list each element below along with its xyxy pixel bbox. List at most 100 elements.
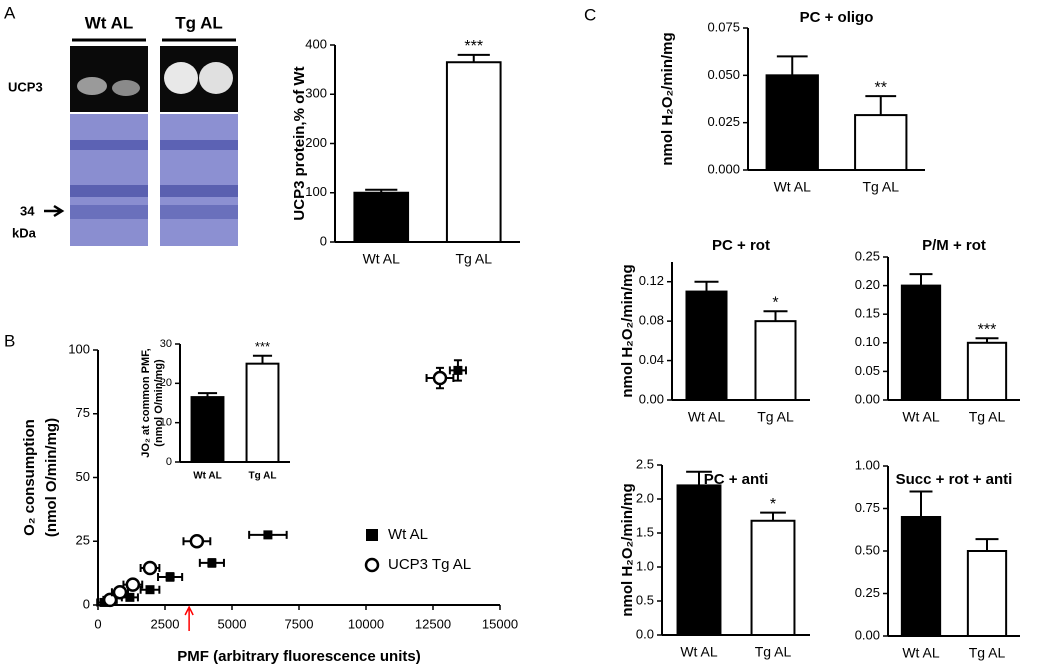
bar: [765, 74, 819, 171]
y-tick-label: 0.5: [636, 592, 654, 607]
x-tick-label: Wt AL: [688, 409, 726, 425]
point: [453, 365, 463, 375]
y-tick-label: 0.04: [639, 352, 664, 367]
point: [102, 592, 118, 608]
x-tick-label: 0: [94, 616, 101, 631]
blot-band: [77, 77, 107, 95]
blot-stain-band: [70, 140, 148, 150]
y-tick-label: 0.050: [707, 67, 740, 82]
y-tick-label: 0.50: [855, 542, 880, 557]
y-tick-label: 1.00: [855, 457, 880, 472]
blot-band: [164, 62, 198, 94]
y-tick-label: 0.000: [707, 161, 740, 176]
x-axis-label: PMF (arbitrary fluorescence units): [177, 648, 420, 665]
x-tick-label: Tg AL: [755, 644, 792, 660]
y-axis-label: UCP3 protein,% of Wt: [291, 66, 308, 220]
bar: [900, 516, 942, 637]
y-tick-label: 25: [76, 533, 90, 548]
y-axis-label: nmol H₂O₂/min/mg: [659, 32, 676, 165]
significance-label: *: [770, 496, 776, 513]
x-tick-label: 2500: [151, 616, 180, 631]
y-tick-label: 200: [305, 135, 327, 150]
bar: [900, 284, 942, 402]
point: [432, 370, 448, 386]
blot-stain-band: [70, 205, 148, 219]
x-tick-label: Tg AL: [455, 251, 492, 267]
bar: [190, 396, 225, 464]
bar: [353, 191, 410, 243]
y-tick-label: 0.20: [855, 277, 880, 292]
y-axis-label: nmol H₂O₂/min/mg: [619, 264, 636, 397]
bar: [854, 114, 908, 171]
point: [125, 592, 135, 602]
lane-label: Tg AL: [175, 13, 223, 32]
panel-label: A: [4, 3, 16, 22]
y-tick-label: 1.0: [636, 558, 654, 573]
bar: [685, 290, 728, 402]
y-tick-label: 0.00: [855, 627, 880, 642]
y-tick-label: 0.00: [639, 391, 664, 406]
y-tick-label: 20: [160, 377, 172, 389]
y-tick-label: 100: [68, 341, 90, 356]
y-tick-label: 300: [305, 86, 327, 101]
significance-label: **: [875, 79, 887, 96]
y-tick-label: 0.15: [855, 306, 880, 321]
bar: [676, 484, 722, 636]
y-tick-label: 0.12: [639, 273, 664, 288]
blot-stain: [70, 114, 148, 246]
chart-title: PC + anti: [704, 471, 769, 488]
significance-label: ***: [978, 321, 997, 338]
y-tick-label: 0.25: [855, 248, 880, 263]
x-tick-label: Wt AL: [774, 179, 812, 195]
legend-marker: [364, 557, 380, 573]
point: [189, 534, 205, 549]
chart-title: P/M + rot: [922, 237, 986, 254]
point: [207, 558, 217, 568]
x-tick-label: Tg AL: [862, 179, 899, 195]
y-tick-label: 1.5: [636, 524, 654, 539]
band-label: UCP3: [8, 79, 43, 94]
point: [145, 585, 155, 595]
point: [142, 560, 158, 576]
chart-title: PC + rot: [712, 237, 770, 254]
x-tick-label: 5000: [218, 616, 247, 631]
y-tick-label: 0.0: [636, 626, 654, 641]
x-tick-label: Tg AL: [757, 409, 794, 425]
x-tick-label: 12500: [415, 616, 451, 631]
marker-label: 34: [20, 203, 35, 218]
western-blot: Wt AL Tg AL UCP3 34 kDa: [8, 13, 238, 246]
y-tick-label: 10: [160, 417, 172, 429]
blot-band: [112, 80, 140, 96]
reference-arrow: [184, 605, 194, 631]
y-tick-label: 0.10: [855, 334, 880, 349]
legend-label: Wt AL: [388, 526, 428, 543]
bar: [445, 61, 502, 243]
point: [112, 585, 128, 600]
significance-label: *: [772, 295, 778, 312]
y-tick-label: 0: [166, 456, 172, 468]
x-tick-label: Tg AL: [969, 645, 1006, 661]
point: [263, 530, 273, 540]
y-axis-label: O₂ consumption: [21, 419, 38, 536]
x-tick-label: Wt AL: [193, 471, 222, 482]
y-tick-label: 0.00: [855, 391, 880, 406]
y-tick-label: 0: [83, 596, 90, 611]
lane-label: Wt AL: [85, 13, 133, 32]
panel-label: C: [584, 5, 596, 24]
marker-unit: kDa: [12, 225, 37, 240]
y-axis-label: nmol H₂O₂/min/mg: [619, 483, 636, 616]
y-tick-label: 2.0: [636, 490, 654, 505]
y-tick-label: 2.5: [636, 456, 654, 471]
y-tick-label: 0.05: [855, 363, 880, 378]
bar: [750, 519, 796, 637]
blot-band-panel: [70, 46, 148, 112]
chart-title: PC + oligo: [800, 9, 874, 26]
x-tick-label: Tg AL: [249, 471, 277, 482]
blot-band: [199, 62, 233, 94]
blot-stain-band: [160, 205, 238, 219]
significance-label: ***: [255, 339, 270, 354]
x-tick-label: Wt AL: [902, 645, 940, 661]
y-tick-label: 100: [305, 184, 327, 199]
blot-stain-band: [70, 185, 148, 197]
